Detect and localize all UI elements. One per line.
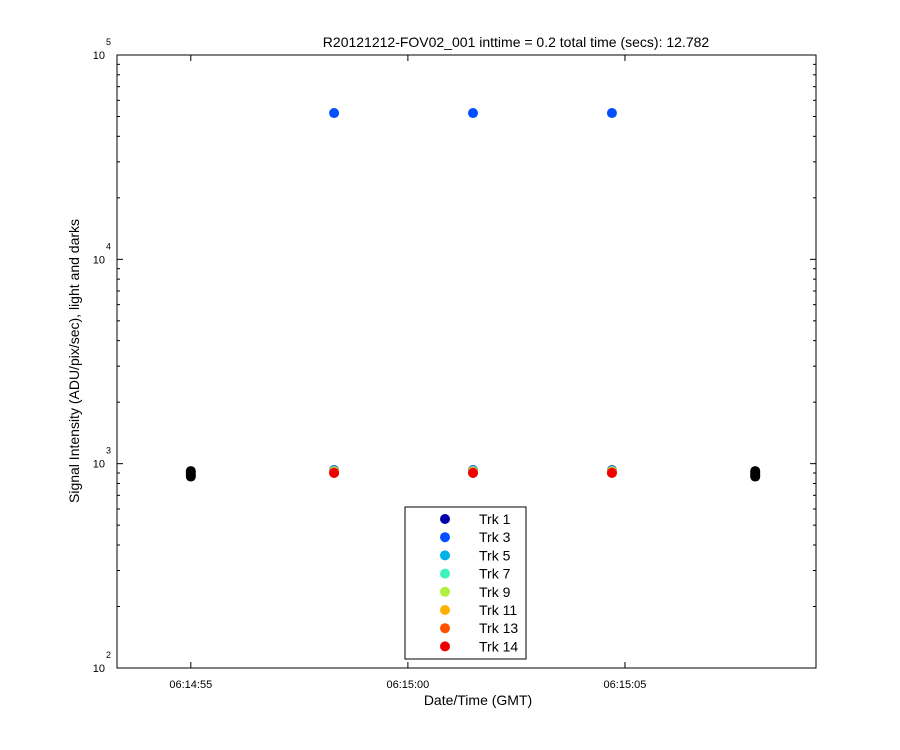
y-tick-label: 10 [93,663,105,675]
legend-label: Trk 1 [479,511,511,527]
data-point [329,468,340,479]
data-point [468,108,479,119]
legend-marker [440,568,450,579]
legend: Trk 1 Trk 3 Trk 5 Trk 7 Trk 9 Trk 11 Trk 13 Trk… [404,506,527,660]
dark-frame-points [185,466,761,482]
x-tick-labels: 06:14:55 06:15:00 06:15:05 [169,679,646,691]
y-tick-label: 10 [93,50,105,62]
legend-label: Trk 13 [479,620,518,636]
y-tick-exponent: 5 [106,37,111,47]
x-axis-label: Date/Time (GMT) [424,692,532,708]
legend-label: Trk 5 [479,547,511,563]
legend-label: Trk 14 [479,638,518,654]
y-tick-label: 10 [93,459,105,471]
y-tick-exponent: 2 [106,650,111,660]
y-tick-exponent: 4 [106,241,111,251]
legend-marker [440,641,450,652]
legend-label: Trk 9 [479,584,511,600]
dark-frame-point [750,471,761,482]
legend-marker [440,605,450,615]
dark-frame-point [185,471,196,482]
data-points [329,108,617,479]
data-point [606,468,617,479]
x-tick-label: 06:15:05 [604,679,647,691]
chart-title: R20121212-FOV02_001 inttime = 0.2 total … [323,34,710,50]
legend-marker [440,532,450,543]
data-point [468,468,479,479]
legend-label: Trk 11 [479,602,517,618]
y-axis-label: Signal Intensity (ADU/pix/sec), light an… [66,219,82,503]
legend-box [404,506,527,660]
x-tick-label: 06:14:55 [169,679,212,691]
legend-label: Trk 3 [479,529,511,545]
data-point [329,108,340,119]
data-point [606,108,617,119]
x-tick-label: 06:15:00 [386,679,429,691]
legend-label: Trk 7 [479,566,511,582]
legend-marker [440,514,450,524]
y-tick-label: 10 [93,254,105,266]
plot-frame [116,54,817,669]
y-tick-exponent: 3 [106,446,111,456]
legend-marker [440,586,450,597]
legend-marker [440,550,450,561]
legend-marker [440,623,450,634]
